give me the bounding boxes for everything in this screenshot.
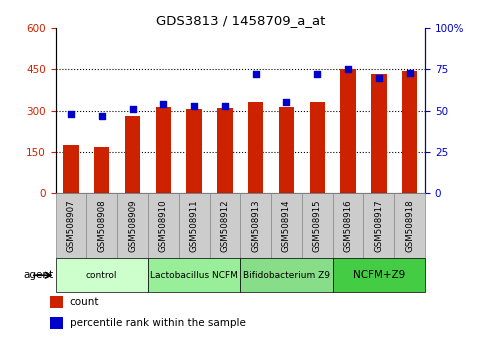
Text: NCFM+Z9: NCFM+Z9 [353, 270, 405, 280]
Bar [240, 258, 333, 292]
Point [283, 99, 290, 105]
Point [375, 75, 383, 81]
Text: GSM508915: GSM508915 [313, 199, 322, 252]
Text: Lactobacillus NCFM: Lactobacillus NCFM [150, 271, 238, 280]
Bar [56, 193, 86, 258]
Title: GDS3813 / 1458709_a_at: GDS3813 / 1458709_a_at [156, 14, 325, 27]
Text: GSM508914: GSM508914 [282, 199, 291, 252]
Point [344, 67, 352, 72]
Text: GSM508910: GSM508910 [159, 199, 168, 252]
Text: GSM508911: GSM508911 [190, 199, 199, 252]
Point [313, 72, 321, 77]
Bar [271, 193, 302, 258]
Bar [50, 317, 63, 329]
Bar [240, 193, 271, 258]
Text: count: count [70, 297, 99, 307]
Bar [279, 107, 294, 193]
Bar [402, 72, 417, 193]
Bar [63, 145, 79, 193]
Bar [333, 193, 364, 258]
Point [128, 106, 136, 112]
Text: GSM508912: GSM508912 [220, 199, 229, 252]
Point [252, 72, 259, 77]
Text: GSM508908: GSM508908 [97, 199, 106, 252]
Bar [50, 296, 63, 308]
Bar [310, 102, 325, 193]
Bar [86, 193, 117, 258]
Text: agent: agent [23, 270, 53, 280]
Bar [210, 193, 240, 258]
Bar [94, 147, 110, 193]
Bar [302, 193, 333, 258]
Text: GSM508907: GSM508907 [67, 199, 75, 252]
Bar [186, 109, 202, 193]
Bar [56, 258, 148, 292]
Point [190, 103, 198, 109]
Bar [156, 107, 171, 193]
Bar [217, 108, 233, 193]
Text: percentile rank within the sample: percentile rank within the sample [70, 318, 246, 328]
Point [67, 111, 75, 117]
Text: GSM508909: GSM508909 [128, 199, 137, 252]
Text: GSM508916: GSM508916 [343, 199, 353, 252]
Point [98, 113, 106, 118]
Text: GSM508918: GSM508918 [405, 199, 414, 252]
Bar [394, 193, 425, 258]
Bar [148, 258, 241, 292]
Point [221, 103, 229, 109]
Bar [341, 69, 356, 193]
Bar [364, 193, 394, 258]
Text: GSM508917: GSM508917 [374, 199, 384, 252]
Text: Bifidobacterium Z9: Bifidobacterium Z9 [243, 271, 330, 280]
Bar [371, 74, 386, 193]
Point [406, 70, 413, 76]
Bar [125, 115, 140, 193]
Bar [179, 193, 210, 258]
Bar [333, 258, 425, 292]
Text: GSM508913: GSM508913 [251, 199, 260, 252]
Bar [148, 193, 179, 258]
Bar [117, 193, 148, 258]
Bar [248, 102, 263, 193]
Point [159, 101, 167, 107]
Text: control: control [86, 271, 117, 280]
